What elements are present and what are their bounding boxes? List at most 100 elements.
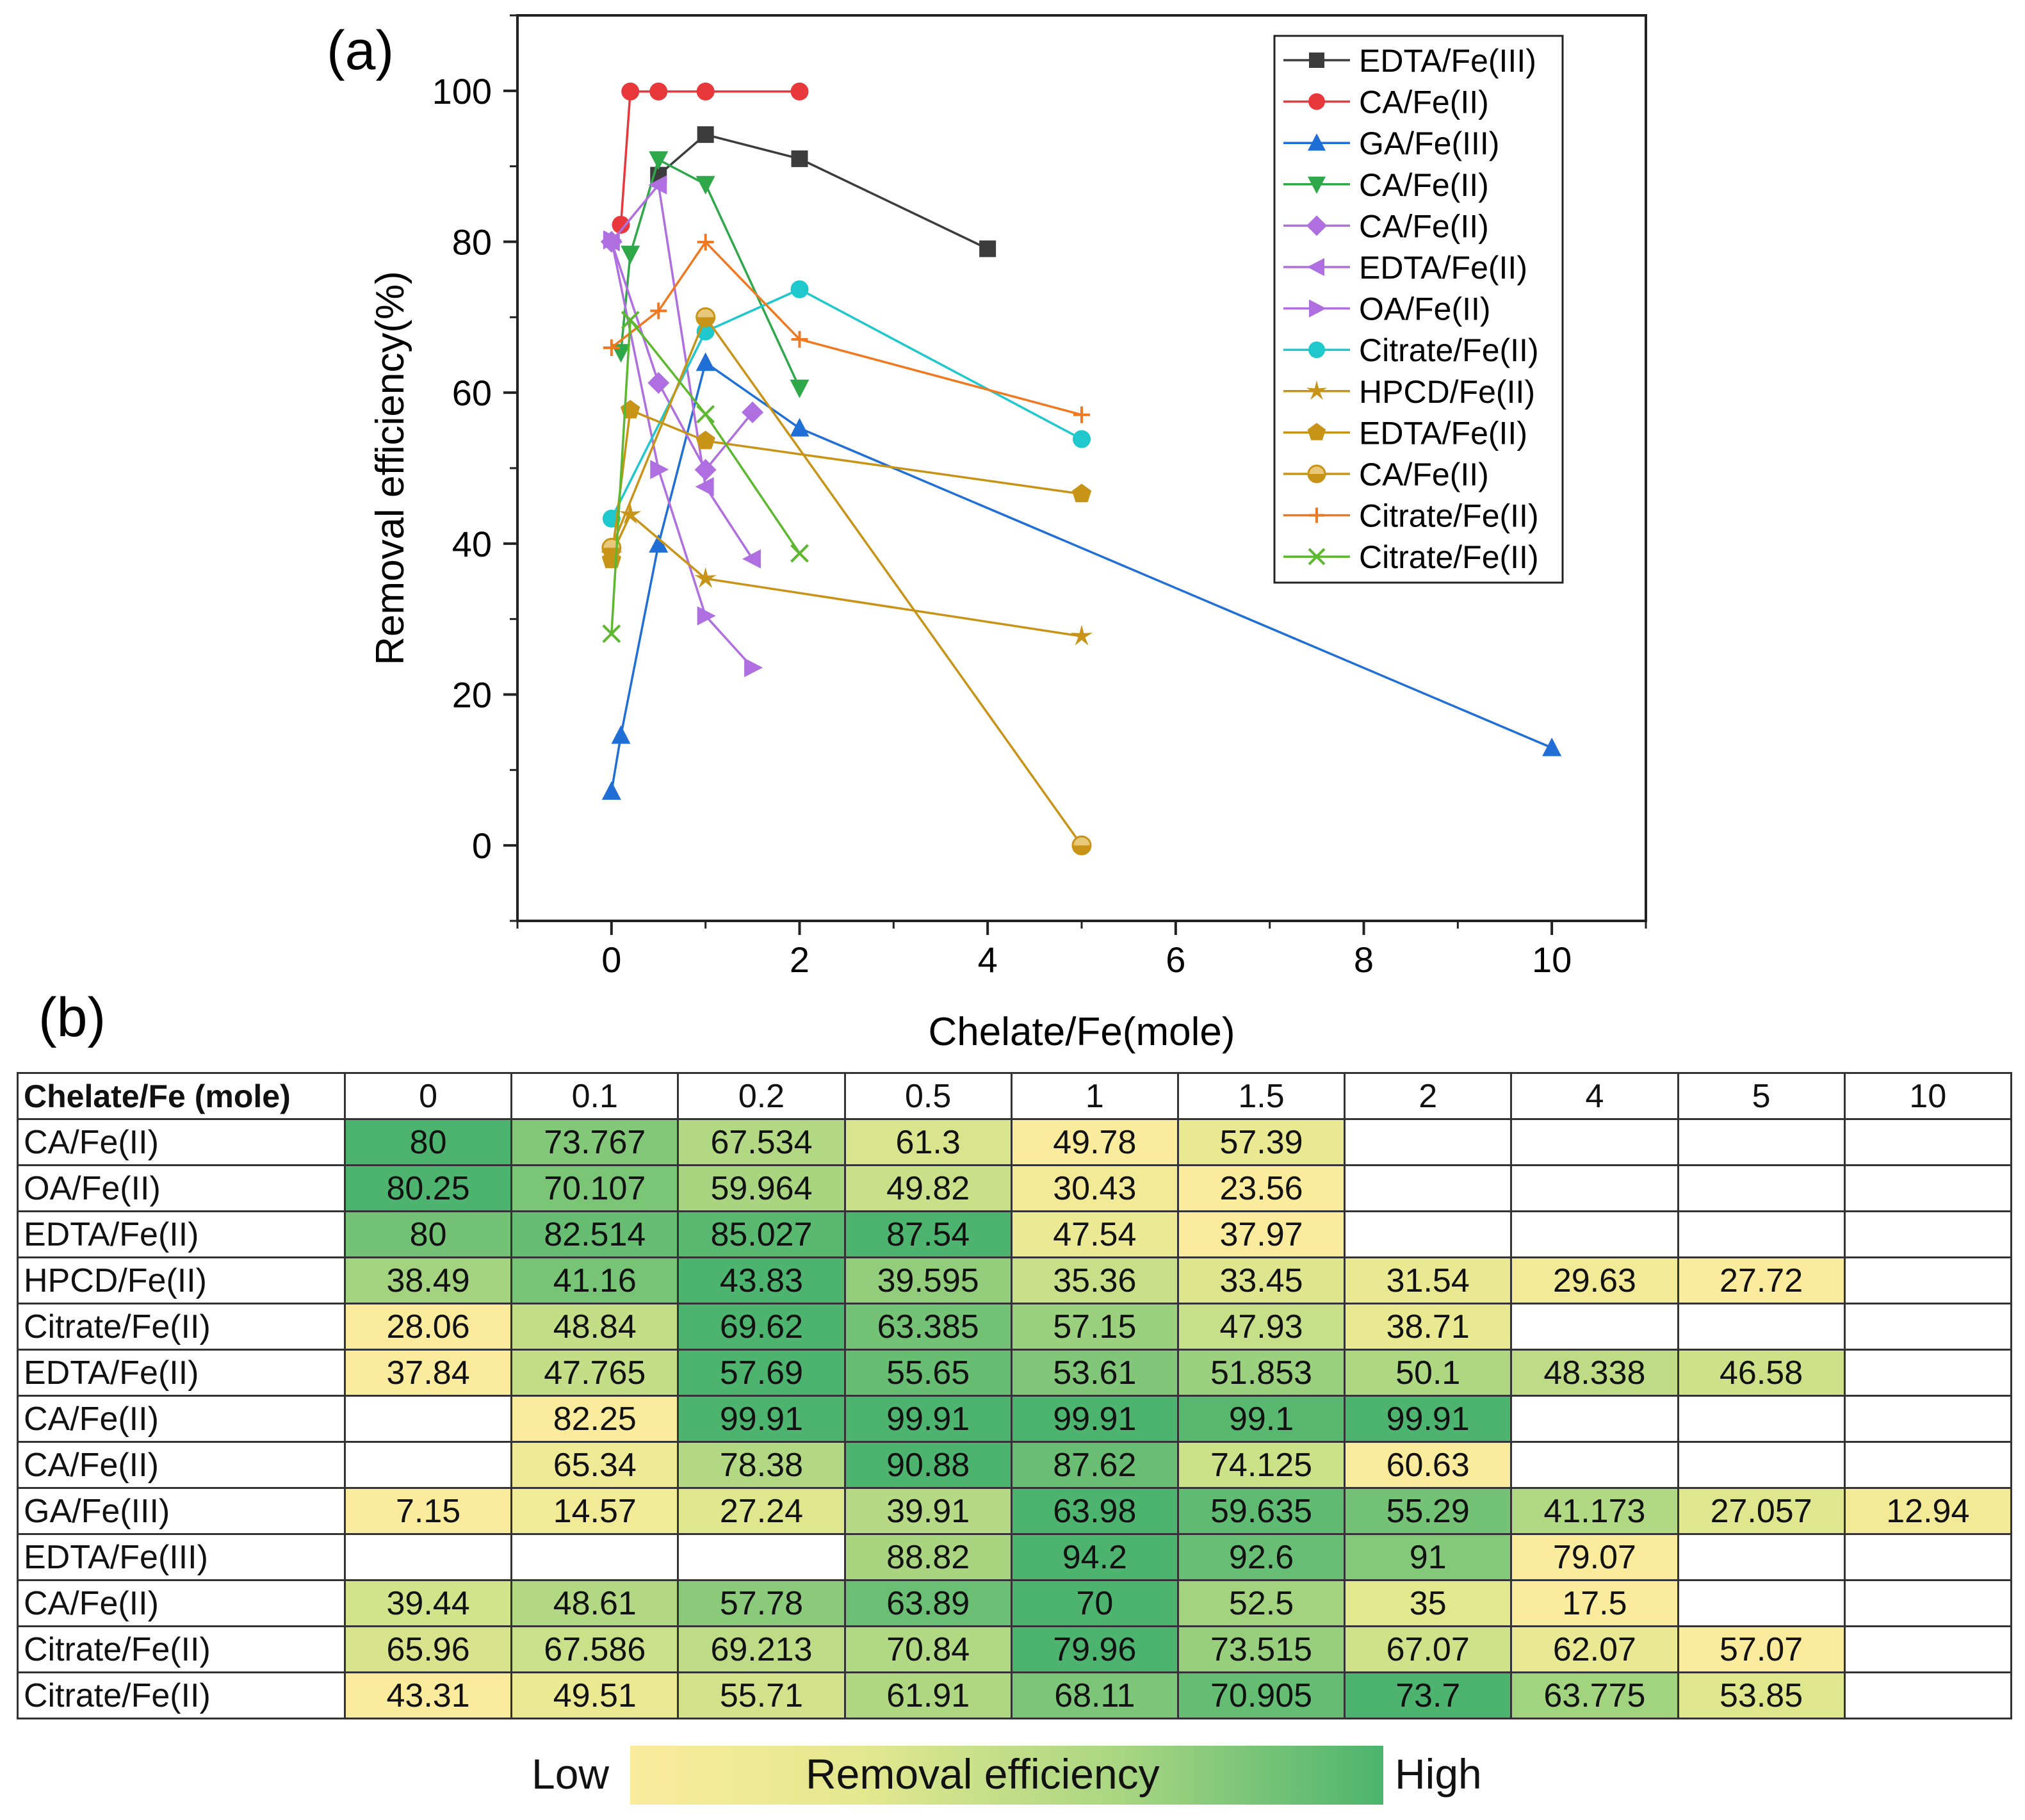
x-tick-label: 6 xyxy=(1166,939,1185,980)
column-header: 2 xyxy=(1344,1072,1513,1120)
table-cell: 57.69 xyxy=(677,1349,846,1397)
row-label: HPCD/Fe(II) xyxy=(17,1256,346,1304)
row-label: EDTA/Fe(III) xyxy=(17,1533,346,1581)
legend-entry: CA/Fe(II) xyxy=(1283,85,1489,120)
table-cell: 88.82 xyxy=(843,1533,1012,1581)
table-cell: 46.58 xyxy=(1677,1349,1846,1397)
table-cell xyxy=(1344,1210,1513,1258)
row-label: OA/Fe(II) xyxy=(17,1164,346,1212)
table-cell xyxy=(1843,1118,2013,1166)
table-cell: 82.25 xyxy=(510,1395,679,1443)
table-cell: 50.1 xyxy=(1344,1349,1513,1397)
legend-label: CA/Fe(II) xyxy=(1359,208,1489,244)
series-line xyxy=(610,408,1082,560)
table-cell: 67.07 xyxy=(1344,1625,1513,1673)
data-point xyxy=(790,544,809,563)
data-point xyxy=(791,330,808,348)
table-cell: 57.07 xyxy=(1677,1625,1846,1673)
table-cell: 39.44 xyxy=(343,1579,513,1627)
table-cell: 91 xyxy=(1344,1533,1513,1581)
series-line xyxy=(610,288,1082,519)
series-oa-fe-ii- xyxy=(603,230,763,678)
table-cell xyxy=(1843,1164,2013,1212)
data-point xyxy=(1308,93,1325,110)
table-cell: 47.54 xyxy=(1010,1210,1179,1258)
series-line xyxy=(610,361,1552,792)
table-cell: 27.24 xyxy=(677,1487,846,1535)
table-cell: 17.5 xyxy=(1510,1579,1679,1627)
table-cell: 87.54 xyxy=(843,1210,1012,1258)
series-line xyxy=(610,512,1082,638)
table-cell: 63.89 xyxy=(843,1579,1012,1627)
data-point xyxy=(790,280,809,298)
table-cell xyxy=(1677,1210,1846,1258)
table-cell xyxy=(1677,1579,1846,1627)
table-cell: 70.905 xyxy=(1176,1671,1346,1719)
table-cell: 48.338 xyxy=(1510,1349,1679,1397)
table-cell: 65.34 xyxy=(510,1441,679,1489)
data-point xyxy=(742,401,764,423)
data-point xyxy=(790,379,809,398)
series-citrate-fe-ii- xyxy=(602,311,809,643)
data-point-half xyxy=(1308,474,1325,482)
table-cell: 47.93 xyxy=(1176,1303,1346,1351)
table-cell: 7.15 xyxy=(343,1487,513,1535)
data-point xyxy=(790,82,809,101)
legend: EDTA/Fe(III) CA/Fe(II) GA/Fe(III) CA/Fe(II)… xyxy=(1273,35,1564,584)
series-ca-fe-ii- xyxy=(611,151,809,398)
table-cell: 31.54 xyxy=(1344,1256,1513,1304)
series-line xyxy=(610,240,1082,416)
data-point xyxy=(1307,258,1324,276)
row-label: CA/Fe(II) xyxy=(17,1441,346,1489)
data-point xyxy=(1308,176,1326,194)
table-cell xyxy=(1843,1579,2013,1627)
legend-entry: GA/Fe(III) xyxy=(1283,126,1499,161)
series-line xyxy=(610,241,754,472)
table-cell: 57.39 xyxy=(1176,1118,1346,1166)
table-cell: 67.586 xyxy=(510,1625,679,1673)
column-header: 1 xyxy=(1010,1072,1179,1120)
legend-entry: HPCD/Fe(II) xyxy=(1283,374,1535,410)
data-point xyxy=(1306,380,1328,400)
table-cell: 57.15 xyxy=(1010,1303,1179,1351)
table-cell xyxy=(343,1395,513,1443)
data-point xyxy=(695,430,715,450)
data-point xyxy=(742,549,761,569)
legend-label: CA/Fe(II) xyxy=(1359,85,1489,120)
table-cell: 49.78 xyxy=(1010,1118,1179,1166)
row-label: CA/Fe(II) xyxy=(17,1118,346,1166)
data-point xyxy=(650,460,669,480)
table-cell xyxy=(1344,1164,1513,1212)
data-point xyxy=(1307,423,1326,441)
legend-entry: CA/Fe(II) xyxy=(1283,457,1489,492)
table-row: CA/Fe(II) 39.44 48.61 57.78 63.89 70 52.5 35 17.… xyxy=(17,1579,2013,1627)
table-cell xyxy=(1843,1395,2013,1443)
data-point xyxy=(696,405,715,424)
table-cell xyxy=(1677,1164,1846,1212)
x-tick-label: 2 xyxy=(790,939,809,980)
table-row: CA/Fe(II) 80 73.767 67.534 61.3 49.78 57.39 xyxy=(17,1118,2013,1166)
table-cell: 30.43 xyxy=(1010,1164,1179,1212)
table-cell: 70 xyxy=(1010,1579,1179,1627)
data-point xyxy=(695,352,715,371)
legend-entry: EDTA/Fe(II) xyxy=(1283,415,1527,451)
table-cell xyxy=(1510,1395,1679,1443)
legend-label: GA/Fe(III) xyxy=(1359,126,1499,161)
table-cell: 27.057 xyxy=(1677,1487,1846,1535)
table-cell: 27.72 xyxy=(1677,1256,1846,1304)
table-cell: 29.63 xyxy=(1510,1256,1679,1304)
y-axis-label: Removal efficiency(%) xyxy=(368,271,412,665)
series-edta-fe-iii- xyxy=(650,126,996,257)
column-header: 1.5 xyxy=(1176,1072,1346,1120)
heatmap-table-container: Chelate/Fe (mole) 0 0.1 0.2 0.5 1 1.5 2 4 5 10 CA/… xyxy=(17,1072,2013,1719)
table-cell: 90.88 xyxy=(843,1441,1012,1489)
table-cell: 52.5 xyxy=(1176,1579,1346,1627)
table-cell: 33.45 xyxy=(1176,1256,1346,1304)
panel-a-label: (a) xyxy=(327,20,394,81)
table-cell: 99.1 xyxy=(1176,1395,1346,1443)
data-point xyxy=(648,175,667,195)
table-cell: 94.2 xyxy=(1010,1533,1179,1581)
x-tick-label: 8 xyxy=(1354,939,1374,980)
data-point xyxy=(694,567,717,589)
